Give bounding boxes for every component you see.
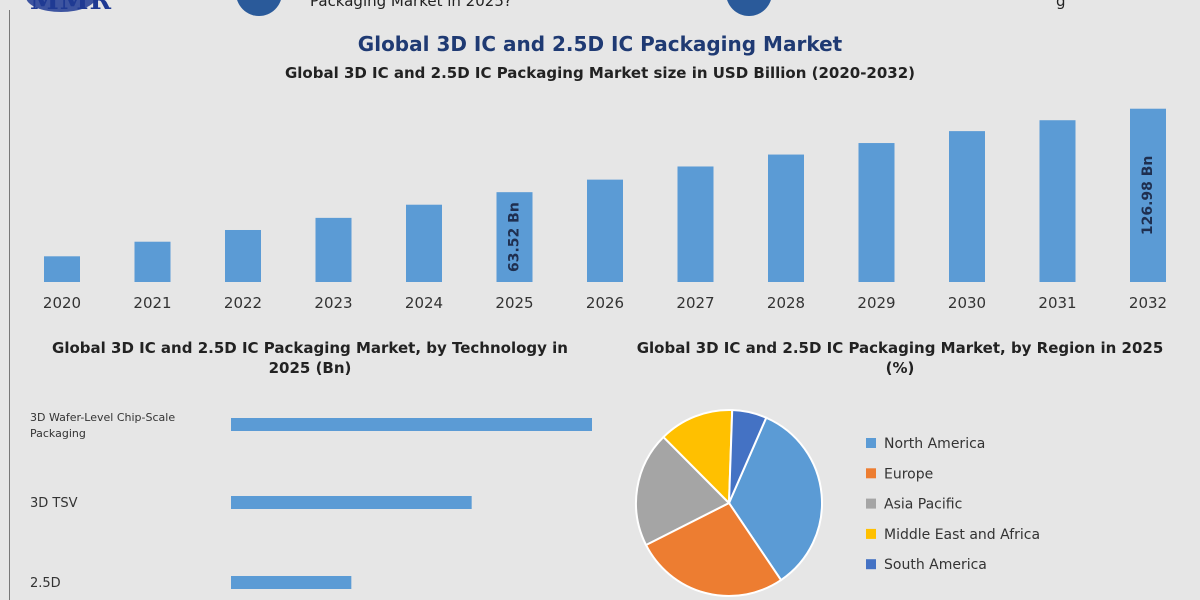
- x-tick-label: 2022: [224, 294, 262, 312]
- legend-swatch: [866, 559, 876, 570]
- bar-2026: [587, 179, 623, 282]
- hbar-0: [231, 418, 592, 431]
- x-tick-label: 2020: [43, 294, 81, 312]
- legend-swatch: [866, 498, 876, 509]
- bar-2027: [677, 166, 714, 282]
- legend-label: Europe: [884, 466, 933, 482]
- legend-swatch: [866, 438, 876, 448]
- bar-2032: [1130, 108, 1166, 282]
- logo: MMR: [30, 0, 113, 16]
- header-snippet-right: g: [1056, 0, 1066, 10]
- pie-slice-2: [635, 435, 731, 547]
- bar-2023: [315, 217, 352, 282]
- chart-subtitle: Global 3D IC and 2.5D IC Packaging Marke…: [284, 64, 916, 82]
- top-header-strip: MMR Packaging Market in 2025? g: [0, 0, 1200, 16]
- y-category-label: 3D Wafer-Level Chip-Scale: [30, 411, 175, 424]
- x-tick-label: 2024: [405, 294, 443, 312]
- pie-slice-4: [728, 409, 768, 504]
- y-category-label: 3D TSV: [30, 496, 78, 511]
- legend-label: Middle East and Africa: [884, 527, 1040, 543]
- x-tick-label: 2026: [586, 294, 624, 312]
- technology-chart-title: Global 3D IC and 2.5D IC Packaging Marke…: [52, 339, 568, 377]
- bar-2024: [406, 204, 442, 282]
- x-tick-label: 2027: [676, 294, 714, 312]
- bar-2025: [496, 192, 533, 282]
- bar-2029: [858, 143, 895, 282]
- bar-2031: [1039, 120, 1076, 282]
- x-tick-label: 2023: [314, 294, 352, 312]
- pie-slice-1: [644, 501, 783, 597]
- chart-title: Global 3D IC and 2.5D IC Packaging Marke…: [357, 32, 843, 56]
- bar-2022: [225, 229, 261, 282]
- badge-circle-icon: [726, 0, 772, 16]
- pie-slice-3: [662, 409, 734, 506]
- x-tick-label: 2032: [1129, 294, 1167, 312]
- legend-swatch: [866, 468, 876, 479]
- legend-label: South America: [884, 557, 987, 573]
- legend-label: Asia Pacific: [884, 497, 962, 513]
- x-tick-label: 2031: [1038, 294, 1076, 312]
- x-tick-label: 2021: [133, 294, 171, 312]
- x-tick-label: 2030: [948, 294, 986, 312]
- data-label: 126.98 Bn: [1140, 156, 1156, 236]
- badge-circle-icon: [236, 0, 282, 16]
- x-tick-label: 2028: [767, 294, 805, 312]
- bar-2021: [134, 241, 171, 282]
- data-label: 63.52 Bn: [507, 202, 523, 272]
- pie-slice-0: [727, 416, 823, 582]
- left-divider: [9, 10, 10, 600]
- bar-2030: [949, 131, 985, 282]
- y-category-label: Packaging: [30, 427, 86, 440]
- header-snippet-left: Packaging Market in 2025?: [310, 0, 512, 10]
- bar-2028: [768, 154, 804, 282]
- hbar-1: [231, 496, 472, 509]
- x-tick-label: 2025: [495, 294, 533, 312]
- legend-label: North America: [884, 436, 985, 452]
- x-tick-label: 2029: [857, 294, 895, 312]
- y-category-label: 2.5D: [30, 576, 61, 591]
- logo-swoosh-icon: [26, 0, 96, 12]
- hbar-2: [231, 576, 352, 589]
- bar-2020: [44, 256, 80, 282]
- legend-swatch: [866, 528, 876, 539]
- region-chart-title: Global 3D IC and 2.5D IC Packaging Marke…: [636, 339, 1164, 377]
